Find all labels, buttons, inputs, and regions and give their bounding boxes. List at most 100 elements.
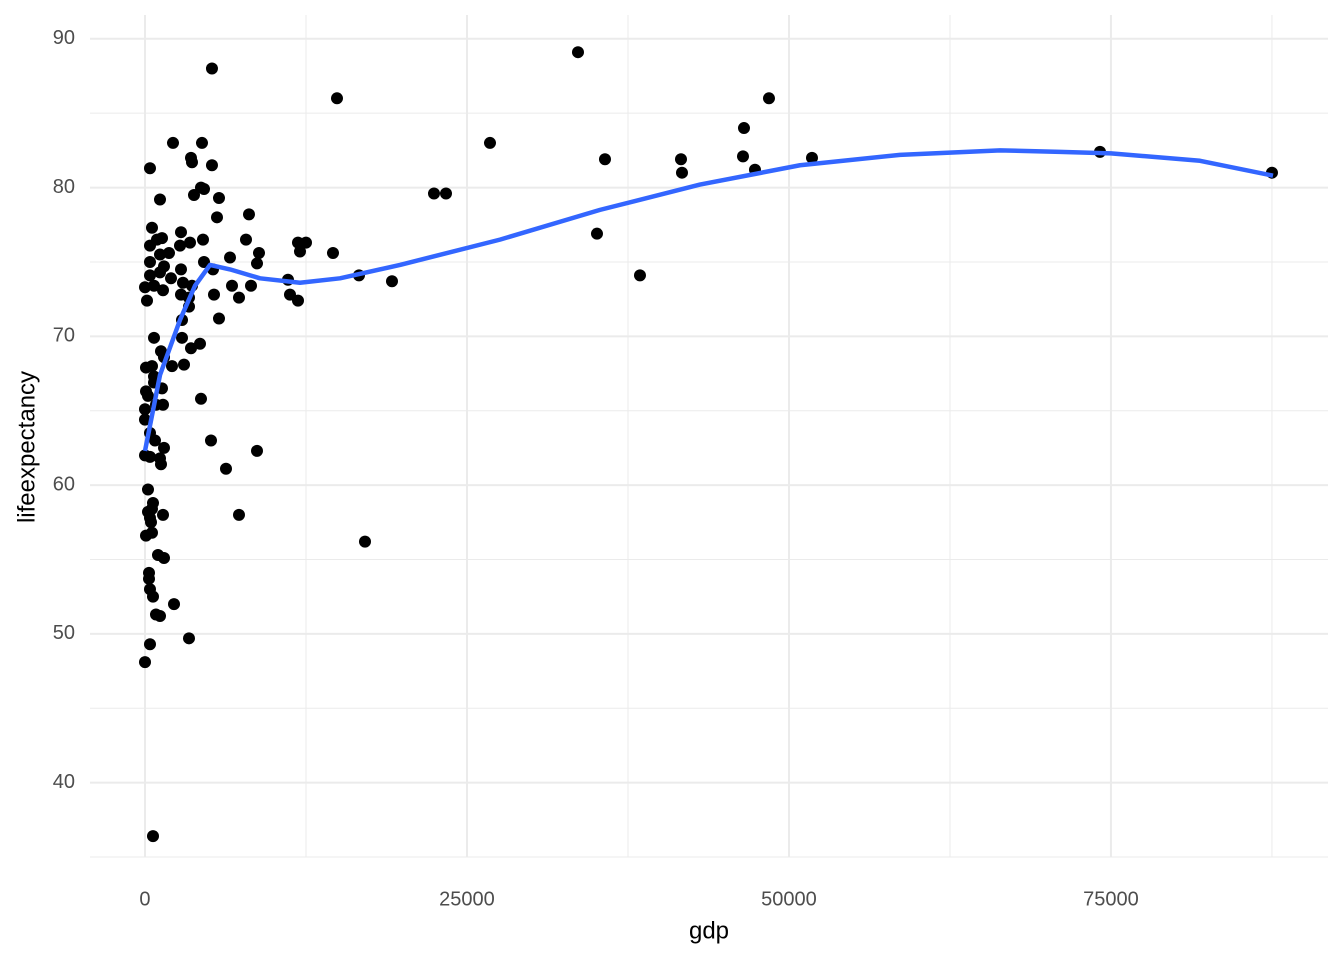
point (427, 187, 440, 200)
point (291, 294, 304, 307)
y-tick-label: 80 (53, 176, 75, 198)
x-tick-label: 25000 (439, 888, 495, 910)
point (168, 598, 181, 611)
point (439, 187, 452, 200)
point (174, 226, 187, 239)
point (165, 272, 178, 285)
marks (138, 46, 1278, 843)
point (204, 434, 217, 447)
point (174, 263, 187, 276)
point (138, 656, 151, 669)
point (144, 516, 157, 529)
point (154, 248, 167, 261)
point (157, 398, 170, 411)
point (197, 255, 210, 268)
x-axis-title: gdp (689, 917, 729, 944)
point (210, 211, 223, 224)
point (737, 122, 750, 135)
point (250, 444, 263, 457)
point (185, 156, 198, 169)
point (143, 269, 156, 282)
y-tick-label: 60 (53, 473, 75, 495)
point (154, 193, 167, 206)
point (675, 166, 688, 179)
point (148, 434, 161, 447)
point (146, 590, 159, 603)
point (483, 136, 496, 149)
point (196, 233, 209, 246)
point (193, 337, 206, 350)
point (176, 276, 189, 289)
point (598, 153, 611, 166)
point (165, 360, 178, 373)
point (293, 245, 306, 258)
trend-line (142, 148, 1274, 452)
point (141, 483, 154, 496)
point (205, 62, 218, 75)
y-tick-label: 50 (53, 622, 75, 644)
y-tick-label: 40 (53, 771, 75, 793)
point (590, 227, 603, 240)
point (571, 46, 584, 59)
point (250, 257, 263, 270)
point (252, 247, 265, 260)
point (633, 269, 646, 282)
point (143, 572, 156, 585)
point (143, 450, 156, 463)
point (219, 462, 232, 475)
point (194, 392, 207, 405)
point (177, 358, 190, 371)
point (157, 508, 170, 521)
point (141, 389, 154, 402)
y-tick-label: 90 (53, 27, 75, 49)
grid (90, 15, 1328, 858)
point (182, 632, 195, 645)
point (195, 136, 208, 149)
point (143, 162, 156, 175)
point (147, 279, 160, 292)
point (154, 458, 167, 471)
point (154, 266, 167, 279)
point (207, 288, 220, 301)
point (212, 312, 225, 325)
point (358, 535, 371, 548)
point (140, 294, 153, 307)
point (239, 233, 252, 246)
point (299, 236, 312, 249)
point (143, 638, 156, 651)
point (326, 247, 339, 260)
point (143, 239, 156, 252)
point (175, 331, 188, 344)
point (162, 247, 175, 260)
point (805, 151, 818, 164)
point (232, 291, 245, 304)
point (244, 279, 257, 292)
point (154, 610, 167, 623)
x-tick-label: 0 (139, 888, 150, 910)
point (232, 508, 245, 521)
point (138, 413, 151, 426)
point (183, 236, 196, 249)
point (205, 159, 218, 172)
point (184, 342, 197, 355)
point (674, 153, 687, 166)
point (146, 830, 159, 843)
point (225, 279, 238, 292)
y-tick-label: 70 (53, 325, 75, 347)
point (173, 239, 186, 252)
point (147, 331, 160, 344)
x-tick-label: 75000 (1083, 888, 1139, 910)
point (145, 221, 158, 234)
point (224, 251, 237, 264)
point (385, 275, 398, 288)
point (212, 191, 225, 204)
point (155, 232, 168, 245)
point (330, 92, 343, 105)
point (166, 136, 179, 149)
point (143, 255, 156, 268)
point (138, 281, 151, 294)
point (187, 189, 200, 202)
point (736, 150, 749, 163)
